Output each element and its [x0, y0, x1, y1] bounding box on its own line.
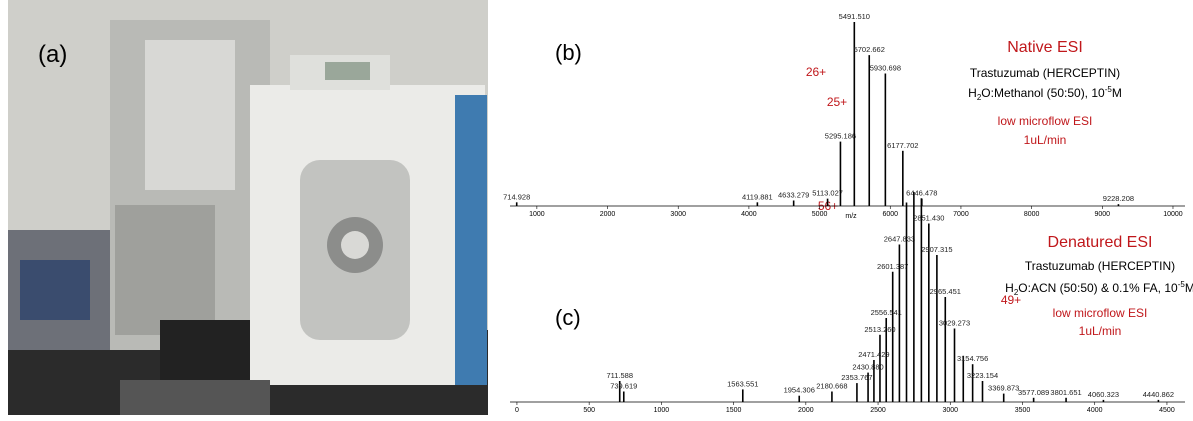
method: low microflow ESI	[1053, 306, 1148, 320]
charge-label: 25+	[827, 95, 847, 109]
method: low microflow ESI	[998, 114, 1093, 128]
peak-label: 5702.662	[854, 45, 885, 54]
solvent-part: -5	[1105, 85, 1113, 94]
peak-label: 2556.541	[871, 308, 902, 317]
solvent-part: 2	[1014, 288, 1019, 297]
panel-c-annotations: (c) 56+ 49+ Denatured ESI Trastuzumab (H…	[555, 199, 1193, 338]
charge-label: 26+	[806, 65, 826, 79]
peak-label: 2965.451	[930, 287, 961, 296]
peak-label: 3801.651	[1050, 388, 1081, 397]
x-tick-label: 6000	[882, 211, 898, 218]
x-tick-label: 9000	[1095, 211, 1111, 218]
x-axis-label: m/z	[845, 213, 857, 220]
peak-label: 2430.880	[852, 363, 883, 372]
x-tick-label: 8000	[1024, 211, 1040, 218]
x-tick-label: 1500	[726, 407, 742, 414]
spectrum-title: Native ESI	[1007, 39, 1083, 56]
flow: 1uL/min	[1079, 324, 1122, 338]
solvent-part: -5	[1178, 280, 1186, 289]
peak-label: 6446.478	[906, 189, 937, 198]
panel-label: (c)	[555, 305, 581, 330]
flow: 1uL/min	[1024, 133, 1067, 147]
peak-label: 1954.306	[784, 386, 815, 395]
sample: Trastuzumab (HERCEPTIN)	[970, 66, 1120, 80]
solvent-part: H	[968, 86, 977, 100]
peak-label: 5491.510	[839, 12, 870, 21]
x-tick-label: 3000	[942, 407, 958, 414]
peak-label: 2353.767	[841, 373, 872, 382]
solvent-part: H	[1005, 281, 1014, 295]
x-tick-label: 500	[583, 407, 595, 414]
peak-label: 2471.429	[858, 350, 889, 359]
solvent-part: 2	[977, 93, 982, 102]
x-tick-label: 1000	[529, 211, 545, 218]
photo: (a)	[8, 0, 488, 415]
peak-label: 4440.862	[1143, 390, 1174, 399]
x-tick-label: 3000	[670, 211, 686, 218]
peak-label: 2647.833	[884, 235, 915, 244]
panel-label: (b)	[555, 40, 582, 65]
peak-label: 739.619	[610, 382, 637, 391]
peak-label: 6177.702	[887, 141, 918, 150]
x-tick-label: 2000	[798, 407, 814, 414]
x-tick-label: 3500	[1015, 407, 1031, 414]
x-tick-label: 1000	[654, 407, 670, 414]
solvent-part: O:ACN (50:50) & 0.1% FA, 10	[1018, 281, 1178, 295]
peak-label: 9228.208	[1103, 194, 1134, 203]
peak-label: 2180.668	[816, 382, 847, 391]
peak-label: 3154.756	[957, 354, 988, 363]
peak-label: 2907.315	[921, 245, 952, 254]
x-tick-label: 2500	[870, 407, 886, 414]
peak-label: 714.928	[503, 192, 530, 201]
x-tick-label: 7000	[953, 211, 969, 218]
peak-label: 5113.027	[812, 189, 843, 198]
charge-label: 49+	[1001, 293, 1021, 307]
x-tick-label: 5000	[812, 211, 828, 218]
peak-label: 3223.154	[967, 371, 998, 380]
x-tick-label: 2000	[600, 211, 616, 218]
peak-label: 2513.260	[864, 325, 895, 334]
peak-label: 4119.881	[742, 192, 773, 201]
panel-b-annotations: (b) 26+ 25+ Native ESI Trastuzumab (HERC…	[555, 39, 1122, 220]
solvent-part: O:Methanol (50:50), 10	[981, 86, 1105, 100]
spectrum-title: Denatured ESI	[1048, 234, 1153, 251]
peak-label: 3577.089	[1018, 388, 1049, 397]
x-tick-label: 4000	[741, 211, 757, 218]
peak-label: 2601.387	[877, 262, 908, 271]
peak-label: 2851.430	[913, 214, 944, 223]
sample: Trastuzumab (HERCEPTIN)	[1025, 259, 1175, 273]
peak-label: 711.588	[606, 371, 633, 380]
peak-label: 4060.323	[1088, 390, 1119, 399]
peak-label: 5295.186	[825, 132, 856, 141]
solvent: H2O:Methanol (50:50), 10-5M	[968, 85, 1122, 102]
x-tick-label: 10000	[1163, 211, 1183, 218]
peak-label: 5930.698	[870, 64, 901, 73]
solvent-part: M	[1112, 86, 1122, 100]
photo-label: (a)	[38, 41, 67, 68]
peak-label: 3369.873	[988, 384, 1019, 393]
solvent-part: M	[1185, 281, 1193, 295]
solvent: H2O:ACN (50:50) & 0.1% FA, 10-5M	[1005, 280, 1193, 297]
x-tick-label: 4000	[1087, 407, 1103, 414]
x-tick-label: 0	[515, 407, 519, 414]
x-tick-label: 4500	[1159, 407, 1175, 414]
peak-label: 4633.279	[778, 190, 809, 199]
peak-label: 3029.273	[939, 319, 970, 328]
peak-label: 1563.551	[727, 379, 758, 388]
